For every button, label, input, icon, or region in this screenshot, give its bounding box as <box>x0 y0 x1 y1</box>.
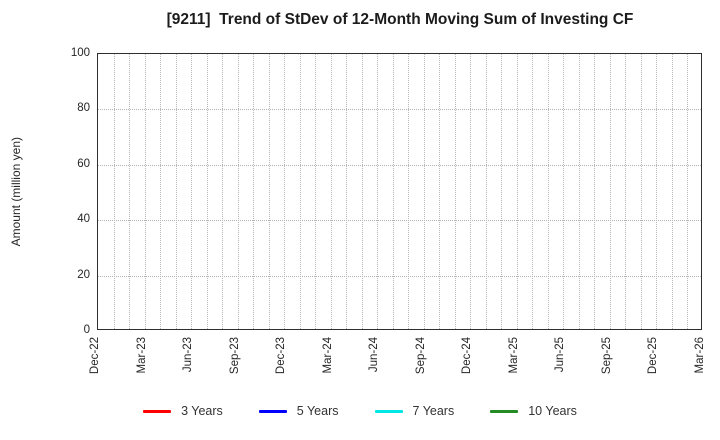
legend-item: 3 Years <box>143 404 223 418</box>
v-gridline <box>594 54 596 329</box>
v-gridline <box>160 54 162 329</box>
h-gridline <box>98 220 701 222</box>
legend-label: 10 Years <box>528 404 577 418</box>
legend-line-swatch <box>374 409 403 413</box>
v-gridline <box>330 54 332 329</box>
v-gridline <box>253 54 255 329</box>
v-gridline <box>625 54 627 329</box>
v-gridline <box>423 54 425 329</box>
v-gridline <box>315 54 317 329</box>
legend-label: 3 Years <box>181 404 223 418</box>
y-axis-label-box: Amount (million yen) <box>6 53 26 330</box>
v-gridline <box>470 54 472 329</box>
legend-line-swatch <box>258 409 287 413</box>
v-gridline <box>144 54 146 329</box>
legend-label: 7 Years <box>412 404 455 418</box>
v-gridline <box>501 54 503 329</box>
x-tick-label: Jun-23 <box>182 337 195 373</box>
v-gridline <box>656 54 658 329</box>
y-tick-label: 80 <box>77 102 90 115</box>
y-tick-label: 0 <box>83 324 90 336</box>
v-gridline <box>129 54 131 329</box>
v-gridline <box>454 54 456 329</box>
legend-line-swatch <box>143 409 172 413</box>
x-tick-label: Mar-25 <box>507 337 520 374</box>
v-gridline <box>222 54 224 329</box>
v-gridline <box>377 54 379 329</box>
legend-item: 7 Years <box>374 404 455 418</box>
x-tick-label: Mar-26 <box>694 337 706 374</box>
v-gridline <box>268 54 270 329</box>
v-gridline <box>361 54 363 329</box>
legend-item: 10 Years <box>490 404 577 418</box>
v-gridline <box>392 54 394 329</box>
x-tick-label: Dec-24 <box>461 337 474 375</box>
h-gridline <box>98 164 701 166</box>
v-gridline <box>547 54 549 329</box>
v-gridline <box>299 54 301 329</box>
v-gridline <box>191 54 193 329</box>
y-tick-label: 60 <box>77 157 90 170</box>
v-gridline <box>206 54 208 329</box>
v-gridline <box>346 54 348 329</box>
x-tick-label: Dec-23 <box>275 337 288 375</box>
v-gridline <box>237 54 239 329</box>
v-gridline <box>563 54 565 329</box>
y-tick-label: 20 <box>77 268 90 281</box>
x-tick-label: Dec-22 <box>89 337 101 375</box>
v-gridline <box>532 54 534 329</box>
v-gridline <box>687 54 689 329</box>
v-gridline <box>671 54 673 329</box>
x-tick-label: Mar-24 <box>321 337 334 374</box>
legend-label: 5 Years <box>296 404 339 418</box>
v-gridline <box>516 54 518 329</box>
x-tick-label: Jun-25 <box>554 337 567 373</box>
v-gridline <box>439 54 441 329</box>
chart-title: [9211] Trend of StDev of 12-Month Moving… <box>166 11 634 28</box>
v-gridline <box>284 54 286 329</box>
v-gridline <box>175 54 177 329</box>
v-gridline <box>578 54 580 329</box>
x-tick-label: Sep-23 <box>228 337 241 375</box>
x-tick-label: Mar-23 <box>135 337 148 374</box>
v-gridline <box>485 54 487 329</box>
x-tick-label: Sep-25 <box>600 337 613 375</box>
h-gridline <box>98 109 701 111</box>
legend-line-swatch <box>490 409 519 413</box>
y-tick-label: 100 <box>70 47 90 59</box>
v-gridline <box>640 54 642 329</box>
y-axis-label: Amount (million yen) <box>9 136 23 247</box>
legend-item: 5 Years <box>258 404 339 418</box>
x-tick-label: Sep-24 <box>414 337 427 375</box>
v-gridline <box>609 54 611 329</box>
x-tick-label: Jun-24 <box>368 337 381 373</box>
plot-area <box>97 53 702 330</box>
v-gridline <box>113 54 115 329</box>
v-gridline <box>408 54 410 329</box>
x-tick-label: Dec-25 <box>647 337 660 375</box>
legend: 3 Years 5 Years 7 Years 10 Years <box>0 404 720 418</box>
h-gridline <box>98 275 701 277</box>
y-tick-label: 40 <box>77 213 90 226</box>
